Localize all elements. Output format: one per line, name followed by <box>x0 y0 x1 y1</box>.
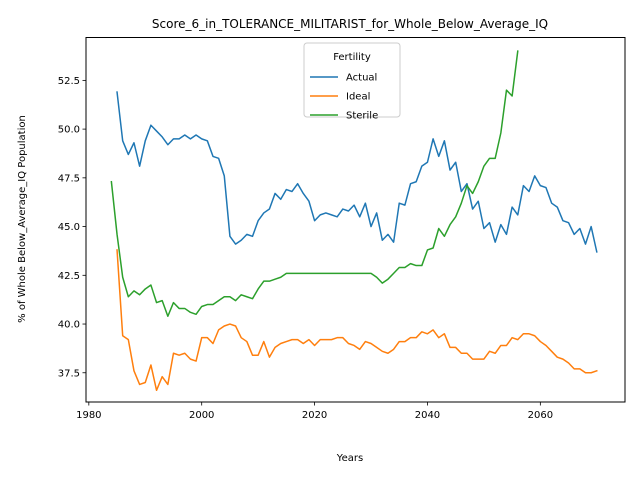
legend-label-sterile: Sterile <box>346 111 378 122</box>
legend-label-ideal: Ideal <box>346 92 370 103</box>
x-tick-label: 2040 <box>415 410 440 421</box>
x-tick-label: 2060 <box>528 410 553 421</box>
y-tick-label: 52.5 <box>58 76 80 87</box>
y-axis: 37.5 40.0 42.5 45.0 47.5 50.0 52.5 <box>58 76 86 379</box>
series-line-sterile <box>110 50 519 317</box>
legend: Fertility Actual Ideal Sterile <box>303 42 401 122</box>
x-axis: 1980 2000 2020 2040 2060 <box>76 402 553 421</box>
y-tick-label: 50.0 <box>58 125 80 136</box>
y-tick-label: 45.0 <box>58 222 80 233</box>
chart-title: Score_6_in_TOLERANCE_MILITARIST_for_Whol… <box>152 17 548 31</box>
series-line-actual <box>116 91 598 253</box>
plot-area-frame <box>85 37 626 403</box>
y-tick-label: 40.0 <box>58 320 80 331</box>
x-tick-label: 2000 <box>189 410 214 421</box>
legend-frame <box>303 42 401 118</box>
x-axis-label: Years <box>336 453 363 464</box>
legend-label-actual: Actual <box>346 73 377 84</box>
legend-entries: Actual Ideal Sterile <box>310 73 378 122</box>
y-tick-label: 42.5 <box>58 271 80 282</box>
y-tick-label: 47.5 <box>58 173 80 184</box>
x-tick-label: 2020 <box>302 410 327 421</box>
series-layer <box>110 50 598 392</box>
y-axis-label: % of Whole Below_Average_IQ Population <box>17 115 28 323</box>
y-tick-label: 37.5 <box>58 368 80 379</box>
x-tick-label: 1980 <box>76 410 101 421</box>
series-line-ideal <box>116 249 598 392</box>
legend-title: Fertility <box>333 52 371 63</box>
